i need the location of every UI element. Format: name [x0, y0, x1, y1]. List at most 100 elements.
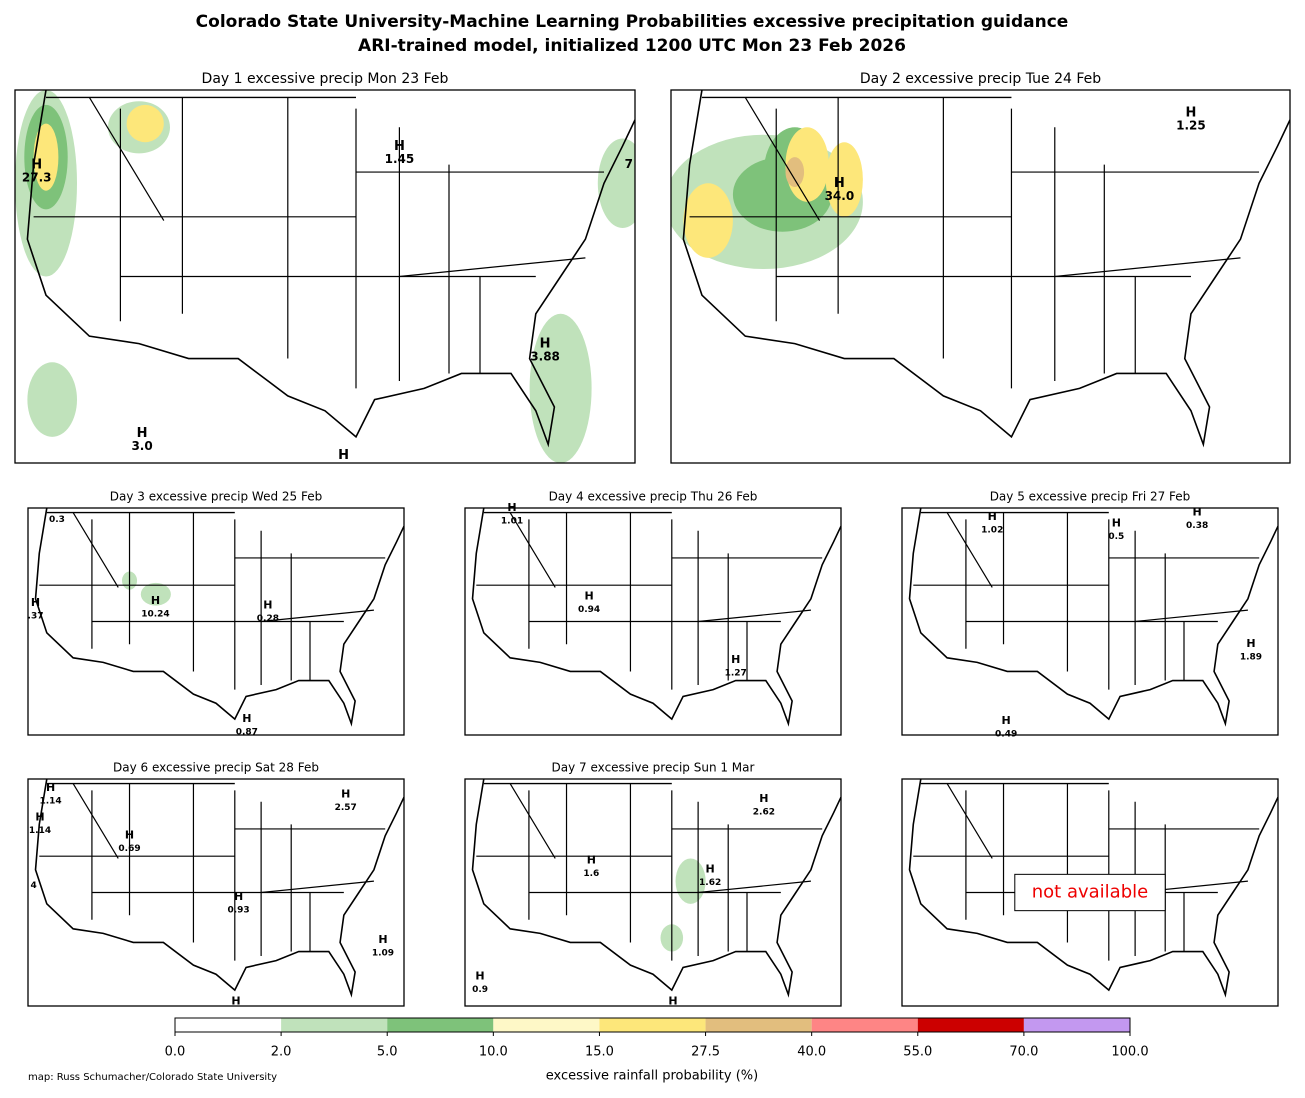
max-value: 1.14 — [39, 796, 61, 806]
colorbar-tick-label: 55.0 — [903, 1045, 932, 1060]
max-marker: H — [137, 426, 148, 441]
colorbar-segment — [281, 1018, 388, 1032]
precip-shading — [140, 582, 171, 606]
panel-title: Day 5 excessive precip Fri 27 Feb — [990, 490, 1191, 504]
max-marker: H — [507, 501, 516, 514]
state-line — [88, 97, 165, 221]
colorbar-tick-label: 0.0 — [165, 1045, 186, 1060]
max-marker: H — [1112, 517, 1121, 530]
max-marker: H — [234, 890, 243, 903]
max-marker: H — [378, 933, 387, 946]
state-line — [261, 880, 374, 894]
max-value: 34.0 — [825, 189, 855, 203]
colorbar-segment — [387, 1018, 494, 1032]
max-value: 4 — [31, 881, 37, 891]
colorbar-segment — [1023, 1018, 1130, 1032]
panel-title: Day 7 excessive precip Sun 1 Mar — [552, 761, 755, 775]
panel-frame — [901, 778, 1279, 1007]
max-value: 1.89 — [1240, 653, 1262, 663]
max-value: 3.0 — [131, 439, 152, 453]
max-marker: H — [46, 781, 55, 794]
max-marker: H — [263, 598, 272, 611]
max-value: 0.93 — [227, 905, 249, 915]
max-value: 1.25 — [1176, 118, 1206, 132]
coastline — [908, 508, 1278, 727]
max-value: 0.38 — [1186, 521, 1208, 531]
max-marker: H — [151, 594, 160, 607]
colorbar-tick-label: 40.0 — [797, 1045, 826, 1060]
panel-title: Day 2 excessive precip Tue 24 Feb — [860, 71, 1101, 87]
max-marker: H — [1193, 505, 1202, 518]
max-value: 27.3 — [22, 171, 52, 185]
panel-frame — [464, 778, 842, 1007]
panel-frame — [27, 507, 405, 736]
max-marker: H — [475, 969, 484, 982]
max-value: 0.69 — [118, 844, 140, 854]
colorbar-tick-label: 27.5 — [691, 1045, 720, 1060]
title-line-1: Colorado State University-Machine Learni… — [196, 12, 1069, 32]
precip-shading — [529, 313, 592, 463]
title-line-2: ARI-trained model, initialized 1200 UTC … — [358, 36, 906, 56]
panel-title: Day 1 excessive precip Mon 23 Feb — [202, 71, 449, 87]
max-value: 7 — [625, 157, 633, 171]
precip-shading — [597, 138, 635, 228]
map-panel — [471, 779, 841, 998]
state-line — [946, 512, 993, 588]
max-marker: H — [584, 589, 593, 602]
colorbar-tick-label: 70.0 — [1009, 1045, 1038, 1060]
max-marker: H — [242, 712, 251, 725]
colorbar-tick-label: 100.0 — [1111, 1045, 1148, 1060]
state-line — [698, 609, 811, 623]
max-marker: H — [31, 596, 40, 609]
colorbar-tick-label: 2.0 — [271, 1045, 292, 1060]
unavailable-box — [1014, 873, 1166, 912]
max-marker: H — [35, 810, 44, 823]
max-value: 2.57 — [335, 803, 357, 813]
map-panel — [471, 508, 841, 727]
max-value: 0.28 — [257, 614, 279, 624]
max-marker: H — [988, 510, 997, 523]
max-marker: H — [668, 994, 677, 1007]
max-value: 10.24 — [141, 609, 169, 619]
map-panel — [34, 508, 404, 727]
panel-frame — [14, 89, 636, 464]
max-marker: H — [587, 854, 596, 867]
max-value: 1.09 — [372, 948, 394, 958]
precip-shading — [683, 183, 733, 258]
map-panel — [34, 779, 404, 998]
panel-title: Day 6 excessive precip Sat 28 Feb — [113, 761, 319, 775]
precip-shading — [785, 157, 805, 187]
state-line — [72, 783, 119, 859]
colorbar-segment — [493, 1018, 600, 1032]
max-value: 1.02 — [981, 525, 1003, 535]
max-value: 1.14 — [29, 826, 51, 836]
state-line — [509, 512, 556, 588]
max-marker: H — [394, 139, 405, 154]
unavailable-text: not available — [1032, 882, 1148, 903]
state-line — [744, 97, 821, 221]
max-value: 0.87 — [236, 727, 258, 737]
max-value: 1.01 — [501, 516, 523, 526]
max-value: 1.6 — [583, 869, 599, 879]
state-line — [1135, 609, 1248, 623]
panel-frame — [901, 507, 1279, 736]
max-value: 0.3 — [49, 515, 65, 525]
colorbar-segment — [705, 1018, 812, 1032]
max-marker: H — [834, 176, 845, 191]
max-marker: H — [759, 792, 768, 805]
coastline — [34, 508, 404, 727]
max-marker: H — [1002, 714, 1011, 727]
max-value: 1.27 — [725, 668, 747, 678]
panel-title: Day 3 excessive precip Wed 25 Feb — [110, 490, 322, 504]
max-value: .37 — [28, 612, 44, 622]
panel-frame — [670, 89, 1291, 464]
max-marker: H — [731, 653, 740, 666]
colorbar-label: excessive rainfall probability (%) — [546, 1069, 758, 1084]
max-marker: H — [125, 829, 134, 842]
precip-shading — [126, 104, 164, 143]
max-marker: H — [231, 994, 240, 1007]
colorbar-segment — [599, 1018, 706, 1032]
precip-shading — [27, 362, 77, 437]
map-panel — [671, 90, 1290, 448]
